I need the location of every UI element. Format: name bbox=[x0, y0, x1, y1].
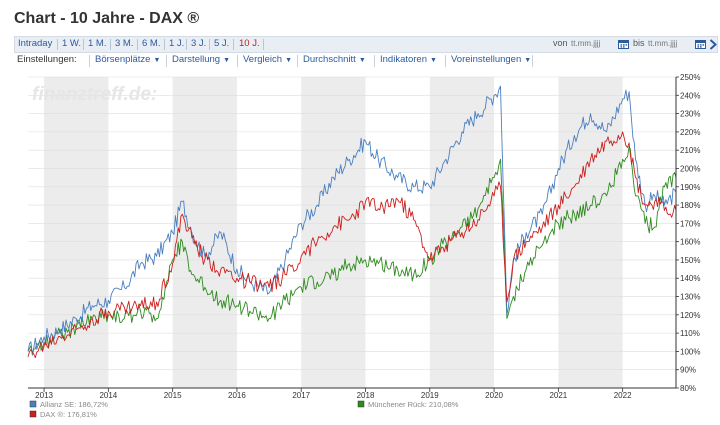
tab-divider bbox=[137, 39, 138, 50]
menu-indikatoren[interactable]: Indikatoren ▼ bbox=[380, 54, 437, 65]
tab-3m[interactable]: 3 M. bbox=[115, 38, 134, 49]
menu-boersenplaetze[interactable]: Börsenplätze ▼ bbox=[95, 54, 160, 65]
tab-1y[interactable]: 1 J. bbox=[169, 38, 185, 49]
settings-divider bbox=[374, 55, 375, 67]
tab-5y[interactable]: 5 J. bbox=[214, 38, 230, 49]
tab-intraday[interactable]: Intraday bbox=[18, 38, 53, 49]
y-tick-label: 190% bbox=[680, 183, 700, 192]
y-tick-label: 100% bbox=[680, 347, 700, 356]
year-band bbox=[558, 77, 623, 388]
series-line-allianz bbox=[27, 85, 677, 355]
timeframe-tabbar: Intraday 1 W. 1 M. 3 M. 6 M. 1 J. 3 J. 5… bbox=[14, 36, 718, 53]
chevron-right-icon[interactable] bbox=[709, 39, 717, 50]
tab-divider bbox=[263, 39, 264, 50]
legend-swatch-allianz bbox=[29, 400, 37, 408]
menu-label: Börsenplätze bbox=[95, 54, 151, 65]
from-date-label: von bbox=[553, 38, 568, 48]
settings-divider bbox=[297, 55, 298, 67]
y-tick-label: 80% bbox=[680, 384, 696, 393]
x-tick-label: 2015 bbox=[164, 391, 182, 400]
y-tick-label: 210% bbox=[680, 146, 700, 155]
y-tick-label: 230% bbox=[680, 110, 700, 119]
y-tick-label: 140% bbox=[680, 274, 700, 283]
y-tick-label: 240% bbox=[680, 91, 700, 100]
y-tick-label: 110% bbox=[680, 329, 700, 338]
menu-label: Durchschnitt bbox=[303, 54, 356, 65]
tab-10y[interactable]: 10 J. bbox=[239, 38, 260, 49]
page-title: Chart - 10 Jahre - DAX ® bbox=[14, 10, 200, 27]
y-tick-label: 120% bbox=[680, 311, 700, 320]
settings-divider bbox=[89, 55, 90, 67]
legend-label-allianz: Allianz SE: 186,72% bbox=[40, 400, 108, 409]
x-tick-label: 2019 bbox=[421, 391, 439, 400]
tab-divider bbox=[233, 39, 234, 50]
x-tick-label: 2022 bbox=[614, 391, 632, 400]
dropdown-arrow-icon: ▼ bbox=[524, 57, 532, 64]
settings-divider bbox=[532, 55, 533, 67]
tab-3y[interactable]: 3 J. bbox=[191, 38, 207, 49]
menu-label: Voreinstellungen bbox=[451, 54, 522, 65]
x-tick-label: 2016 bbox=[228, 391, 246, 400]
y-tick-label: 130% bbox=[680, 293, 700, 302]
dropdown-arrow-icon: ▼ bbox=[153, 57, 161, 64]
settings-bar: Einstellungen: Börsenplätze ▼ Darstellung… bbox=[14, 53, 716, 68]
y-tick-label: 220% bbox=[680, 128, 700, 137]
tab-divider bbox=[57, 39, 58, 50]
menu-label: Vergleich bbox=[243, 54, 283, 65]
dropdown-arrow-icon: ▼ bbox=[285, 57, 293, 64]
from-date-input[interactable] bbox=[571, 38, 607, 49]
tab-divider bbox=[209, 39, 210, 50]
menu-voreinstellungen[interactable]: Voreinstellungen ▼ bbox=[451, 54, 531, 65]
dropdown-arrow-icon: ▼ bbox=[358, 57, 366, 64]
series-line-munich bbox=[27, 146, 677, 356]
menu-label: Indikatoren bbox=[380, 54, 428, 65]
y-tick-label: 200% bbox=[680, 164, 700, 173]
x-tick-label: 2017 bbox=[292, 391, 310, 400]
y-tick-label: 180% bbox=[680, 201, 700, 210]
year-band bbox=[172, 77, 237, 388]
menu-label: Darstellung bbox=[172, 54, 221, 65]
tab-divider bbox=[83, 39, 84, 50]
y-tick-label: 160% bbox=[680, 238, 700, 247]
tab-1m[interactable]: 1 M. bbox=[88, 38, 107, 49]
calendar-icon[interactable] bbox=[618, 39, 629, 49]
legend-label-dax: DAX ®: 176,81% bbox=[40, 410, 97, 419]
tab-6m[interactable]: 6 M. bbox=[142, 38, 161, 49]
legend-label-munich: Münchener Rück: 210,08% bbox=[368, 400, 459, 409]
x-tick-label: 2018 bbox=[357, 391, 375, 400]
y-tick-label: 250% bbox=[680, 73, 700, 82]
x-tick-label: 2013 bbox=[35, 391, 53, 400]
menu-vergleich[interactable]: Vergleich ▼ bbox=[243, 54, 292, 65]
tab-divider bbox=[186, 39, 187, 50]
dropdown-arrow-icon: ▼ bbox=[223, 57, 230, 64]
tab-divider bbox=[110, 39, 111, 50]
settings-divider bbox=[445, 55, 446, 67]
settings-divider bbox=[237, 55, 238, 67]
menu-durchschnitt[interactable]: Durchschnitt ▼ bbox=[303, 54, 366, 65]
legend-swatch-munich bbox=[357, 400, 365, 408]
menu-darstellung[interactable]: Darstellung ▼ bbox=[172, 54, 230, 65]
x-tick-label: 2014 bbox=[99, 391, 117, 400]
y-tick-label: 90% bbox=[680, 366, 696, 375]
y-tick-label: 170% bbox=[680, 219, 700, 228]
x-tick-label: 2021 bbox=[549, 391, 567, 400]
settings-label: Einstellungen: bbox=[17, 54, 77, 65]
x-tick-label: 2020 bbox=[485, 391, 503, 400]
calendar-icon[interactable] bbox=[695, 39, 706, 49]
year-band bbox=[301, 77, 366, 388]
watermark: finanztreff.de: bbox=[32, 84, 157, 105]
to-date-label: bis bbox=[633, 38, 645, 48]
series-line-dax bbox=[27, 131, 677, 359]
tab-1w[interactable]: 1 W. bbox=[62, 38, 82, 49]
y-tick-label: 150% bbox=[680, 256, 700, 265]
dropdown-arrow-icon: ▼ bbox=[430, 57, 437, 64]
to-date-input[interactable] bbox=[648, 38, 684, 49]
legend-swatch-dax bbox=[29, 410, 37, 418]
settings-divider bbox=[166, 55, 167, 67]
tab-divider bbox=[164, 39, 165, 50]
